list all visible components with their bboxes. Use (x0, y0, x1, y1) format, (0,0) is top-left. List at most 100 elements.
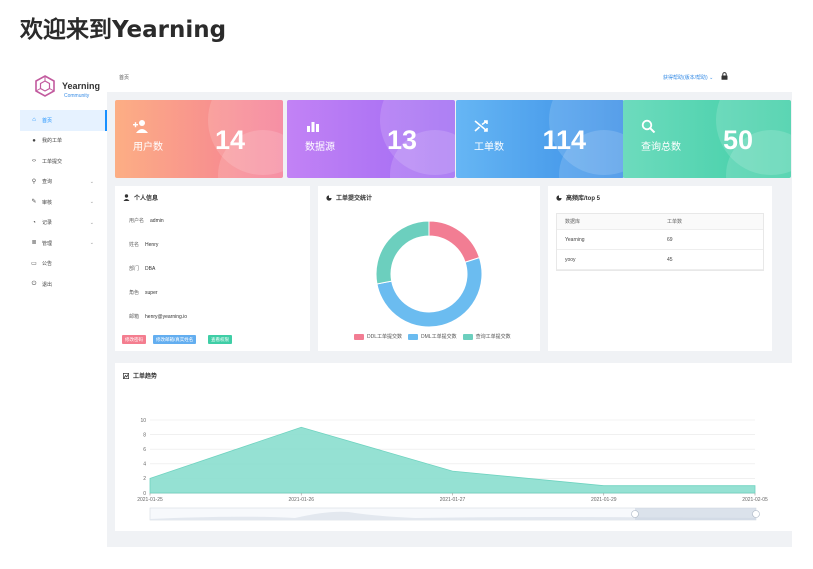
home-icon: ⌂ (32, 117, 36, 124)
legend-item-1[interactable]: DML工单提交数 (408, 333, 457, 340)
y-tick-label: 2 (143, 476, 146, 482)
legend-swatch (462, 333, 473, 340)
user-icon: ● (32, 137, 36, 144)
logo-sub: Community (64, 93, 90, 99)
zoom-handle-left[interactable] (631, 510, 639, 518)
user-icon (123, 194, 130, 201)
sidebar: Yearning Community ⌂ 首页 ● 我的工单 ‹› 工单提交 ⚲ 查询 ⌄ ✎ 审核… (20, 62, 107, 547)
donut-chart (375, 220, 483, 328)
table-row: Yearning 69 (557, 230, 763, 250)
zoom-handle-right[interactable] (752, 510, 760, 518)
profile-label: 部门 (129, 266, 140, 272)
zoom-slider-selection[interactable] (635, 508, 756, 520)
profile-button-1[interactable]: 修改邮箱/真实姓名 (153, 335, 197, 344)
sidebar-item-2[interactable]: ‹› 工单提交 (20, 151, 107, 172)
trend-card: 工单趋势 0 2 4 6 8 10 2021-01-25 2021-01-26 2021-01-… (115, 363, 792, 531)
y-tick-label: 4 (143, 462, 146, 468)
table-header-cell: 数据库 (565, 219, 581, 225)
sidebar-item-label: 退出 (42, 281, 53, 288)
stat-value: 50 (722, 125, 753, 155)
donut-slice-0[interactable] (428, 220, 481, 263)
app-screenshot: Yearning Community ⌂ 首页 ● 我的工单 ‹› 工单提交 ⚲ 查询 ⌄ ✎ 审核… (20, 62, 792, 547)
chevron-down-icon: ⌄ (89, 219, 94, 226)
code-icon: ‹› (32, 158, 36, 165)
stat-card-3[interactable]: 查询总数 50 (623, 100, 791, 178)
pie-icon: ◔ (32, 219, 36, 226)
breadcrumb: 首页 (119, 75, 130, 81)
sidebar-menu: ⌂ 首页 ● 我的工单 ‹› 工单提交 ⚲ 查询 ⌄ ✎ 审核 ⌄ ◔ 记录 ⌄ ≣ 管理 ⌄ ▭ 公告 ⏻ 退出 (20, 110, 107, 295)
profile-value: henry@yearning.io (145, 314, 188, 320)
trend-area[interactable] (149, 426, 756, 494)
profile-row: 邮箱 henry@yearning.io (129, 313, 187, 320)
help-link[interactable]: 获得帮助(版本/帮助) ⌄ (663, 75, 714, 81)
donut-slice-1[interactable] (376, 256, 483, 328)
profile-row: 部门 DBA (129, 265, 155, 272)
profile-button-0[interactable]: 修改密码 (122, 335, 146, 344)
search-icon (641, 119, 656, 133)
table-cell-db: yooy (565, 256, 576, 263)
sidebar-item-label: 查询 (42, 179, 53, 186)
profile-row: 姓名 Henry (129, 241, 158, 248)
bar-chart-icon (307, 122, 319, 132)
profile-row: 角色 super (129, 289, 158, 296)
profile-label: 角色 (129, 290, 140, 296)
y-tick-label: 10 (140, 418, 146, 424)
sidebar-item-label: 公告 (42, 261, 53, 268)
stat-card-1[interactable]: 数据源 13 (287, 100, 455, 178)
profile-button-2[interactable]: 查看权限 (208, 335, 232, 344)
trend-chart: 0 2 4 6 8 10 2021-01-25 2021-01-26 2021-01-27 202… (137, 418, 768, 521)
sidebar-item-label: 首页 (42, 117, 53, 124)
stack-icon: ≣ (31, 240, 37, 247)
legend-label: DML工单提交数 (421, 334, 457, 340)
legend-swatch (408, 333, 419, 340)
donut-slice-2[interactable] (375, 220, 430, 285)
profile-row: 用户名 admin (129, 217, 164, 224)
zoom-slider-preview (150, 511, 756, 520)
order-stats-card: 工单提交统计 DDL工单提交数 DML工单提交数 查询工单提交数 (318, 186, 540, 351)
sidebar-item-label: 审核 (42, 199, 53, 206)
table-header-cell: 工单数 (667, 219, 683, 225)
sidebar-item-label: 工单提交 (42, 158, 63, 165)
logo-name: Yearning (62, 81, 101, 91)
table-cell-count: 45 (667, 256, 673, 263)
profile-card: 个人信息 用户名 admin 姓名 Henry 部门 DBA 角色 super 邮箱 henry@… (115, 186, 310, 351)
x-tick-label: 2021-01-26 (288, 497, 314, 503)
pie-icon (326, 194, 332, 201)
sidebar-item-0[interactable]: ⌂ 首页 (20, 110, 107, 131)
stat-label: 工单数 (474, 142, 504, 153)
sidebar-item-5[interactable]: ◔ 记录 ⌄ (20, 213, 107, 234)
stat-card-2[interactable]: 工单数 114 (456, 100, 624, 178)
sidebar-item-label: 我的工单 (42, 138, 63, 145)
edit-icon: ✎ (31, 199, 37, 206)
stat-card-0[interactable]: 用户数 14 (115, 100, 283, 178)
table-row: yooy 45 (557, 250, 763, 270)
profile-title: 个人信息 (134, 196, 159, 202)
sidebar-item-label: 管理 (42, 240, 53, 247)
table-cell-db: Yearning (565, 236, 585, 243)
stat-value: 13 (386, 125, 417, 155)
sidebar-item-4[interactable]: ✎ 审核 ⌄ (20, 192, 107, 213)
top-db-card: 高频库/top 5 数据库 工单数 Yearning 69 yooy 45 (548, 186, 772, 351)
legend-item-0[interactable]: DDL工单提交数 (354, 333, 402, 340)
shuffle-icon (474, 120, 488, 132)
stat-value: 114 (542, 125, 586, 155)
sidebar-item-8[interactable]: ⏻ 退出 (20, 274, 107, 295)
stat-label: 查询总数 (641, 142, 681, 153)
sidebar-item-1[interactable]: ● 我的工单 (20, 131, 107, 152)
sidebar-item-7[interactable]: ▭ 公告 (20, 254, 107, 275)
legend-label: DDL工单提交数 (367, 334, 403, 340)
logo: Yearning Community (34, 72, 106, 102)
logout-icon: ⏻ (31, 281, 37, 288)
x-tick-label: 2021-01-29 (591, 497, 617, 503)
donut-title: 工单提交统计 (336, 196, 373, 202)
sidebar-item-6[interactable]: ≣ 管理 ⌄ (20, 233, 107, 254)
table-header: 数据库 工单数 (557, 214, 763, 230)
sidebar-item-3[interactable]: ⚲ 查询 ⌄ (20, 172, 107, 193)
page-title: 欢迎来到Yearning (20, 17, 227, 43)
legend-item-2[interactable]: 查询工单提交数 (462, 333, 511, 340)
stat-label: 用户数 (133, 142, 163, 153)
lock-icon[interactable] (721, 72, 728, 80)
profile-value: super (145, 290, 158, 296)
stat-value: 14 (214, 125, 245, 155)
sidebar-item-label: 记录 (42, 220, 53, 227)
